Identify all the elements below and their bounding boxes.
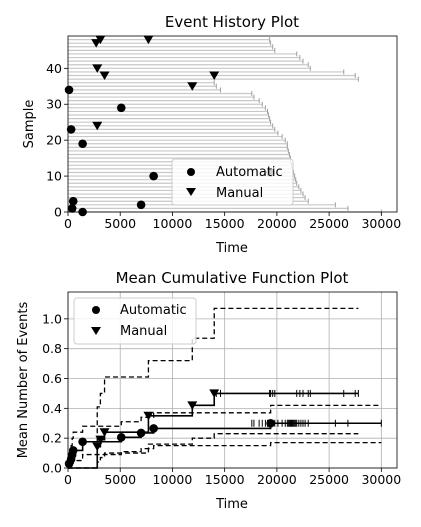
legend-marker-automatic: [187, 168, 195, 176]
x-tick-label: 15000: [205, 472, 245, 487]
y-tick-label: 10: [46, 169, 62, 184]
chart-title: Event History Plot: [165, 13, 299, 31]
mcf-chart: Mean Cumulative Function Plot Time Mean …: [16, 269, 401, 512]
x-tick-label: 0: [64, 216, 72, 231]
event-marker-automatic: [149, 171, 158, 181]
x-tick-label: 10000: [153, 216, 193, 231]
y-axis-label: Sample: [22, 100, 37, 149]
event-marker-automatic: [68, 196, 78, 206]
event-marker-manual: [91, 39, 102, 48]
x-tick-label: 30000: [361, 216, 401, 231]
x-tick-label: 25000: [309, 216, 349, 231]
y-tick-label: 40: [46, 61, 62, 76]
legend-label-manual: Manual: [216, 186, 263, 201]
y-tick-label: 0: [54, 205, 62, 220]
x-tick-label: 5000: [104, 472, 136, 487]
plot-area: 0 5000 10000 15000 20000 25000 30000 0.0 0.2 0.4 0…: [42, 291, 401, 487]
legend-box: [73, 297, 197, 345]
x-tick-label: 15000: [205, 216, 245, 231]
event-marker-automatic: [149, 424, 158, 433]
legend: Automatic Manual: [73, 297, 197, 345]
x-tick-label: 5000: [104, 216, 136, 231]
legend-label-automatic: Automatic: [216, 165, 283, 180]
legend-label-manual: Manual: [120, 324, 167, 339]
y-tick-label: 1.0: [42, 311, 62, 326]
legend-marker-manual: [186, 188, 196, 196]
event-marker-automatic: [136, 200, 146, 210]
lower-bound-manual: [68, 433, 359, 469]
y-tick-label: 30: [46, 97, 62, 112]
event-marker-automatic: [64, 85, 74, 95]
y-axis-label: Mean Number of Events: [16, 301, 31, 458]
legend-marker-manual: [91, 327, 101, 335]
event-marker-manual: [143, 411, 154, 421]
event-marker-automatic: [266, 418, 275, 428]
event-marker-manual: [209, 71, 220, 81]
event-marker-automatic: [116, 432, 126, 442]
event-marker-manual: [143, 35, 154, 45]
event-marker-manual: [99, 428, 110, 437]
y-tick-label: 0.4: [42, 401, 62, 416]
x-tick-label: 25000: [309, 472, 349, 487]
axes-frame: [67, 35, 398, 213]
y-tick-label: 0.8: [42, 341, 62, 356]
legend-marker-automatic: [92, 306, 100, 314]
y-tick-label: 20: [46, 133, 62, 148]
event-marker-manual: [99, 71, 110, 81]
event-marker-manual: [95, 435, 106, 445]
event-marker-automatic: [78, 437, 87, 447]
x-tick-label: 30000: [361, 472, 401, 487]
event-marker-automatic: [116, 103, 126, 113]
event-marker-automatic: [68, 446, 78, 455]
chart-title: Mean Cumulative Function Plot: [116, 269, 349, 287]
event-marker-manual: [92, 64, 103, 73]
legend-label-automatic: Automatic: [120, 303, 187, 318]
y-tick-label: 0.6: [42, 371, 62, 386]
legend-box: [171, 158, 294, 206]
event-marker-automatic: [78, 139, 87, 149]
event-history-chart: Event History Plot Time Sample 0 5000 1000…: [22, 13, 401, 256]
x-tick-label: 20000: [257, 472, 297, 487]
event-marker-automatic: [67, 204, 77, 213]
event-marker-manual: [209, 389, 220, 398]
axes-frame: [67, 291, 398, 469]
event-marker-automatic: [66, 125, 76, 134]
x-tick-label: 10000: [153, 472, 193, 487]
y-tick-label: 0.0: [42, 461, 62, 476]
x-tick-label: 20000: [257, 216, 297, 231]
event-marker-manual: [187, 82, 198, 91]
event-marker-automatic: [78, 207, 87, 217]
y-tick-label: 0.2: [42, 431, 62, 446]
event-marker-manual: [92, 442, 103, 452]
event-marker-manual: [95, 35, 106, 45]
event-marker-manual: [92, 121, 103, 131]
legend: Automatic Manual: [171, 158, 294, 206]
x-axis-label: Time: [215, 241, 248, 256]
event-marker-manual: [187, 401, 198, 410]
x-tick-label: 0: [64, 472, 72, 487]
x-axis-label: Time: [215, 497, 248, 512]
